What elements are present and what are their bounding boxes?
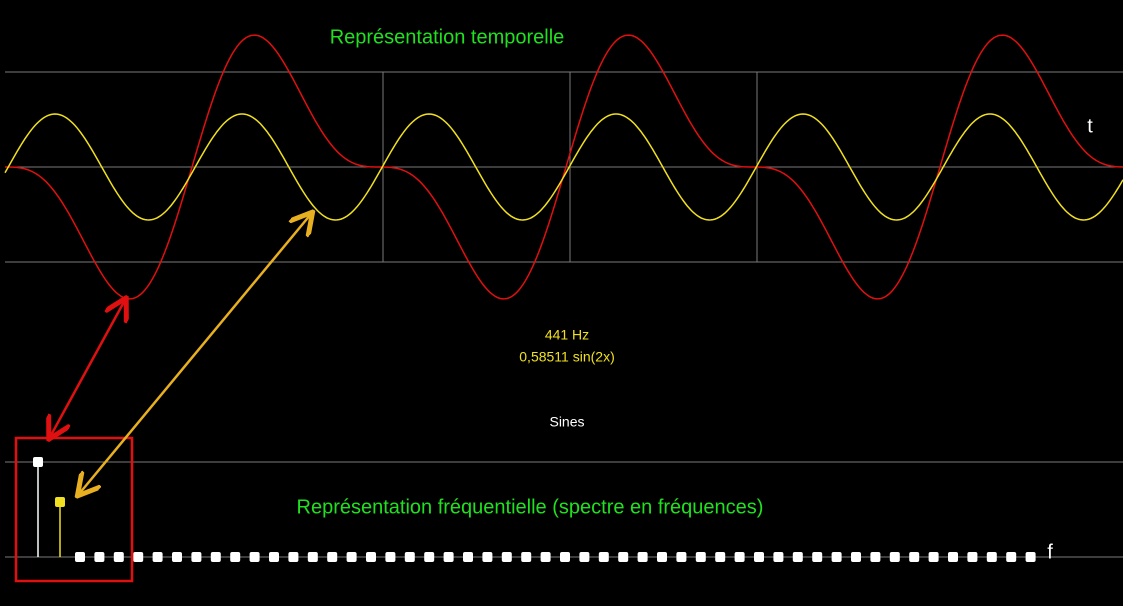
spectrum-dot (346, 552, 357, 562)
spectrum-dot (909, 552, 920, 562)
spectrum-dot (230, 552, 241, 562)
spectrum-dot (540, 552, 551, 562)
frequency-title: Représentation fréquentielle (spectre en… (297, 496, 764, 518)
spectrum-dot (385, 552, 396, 562)
spectrum-dot (618, 552, 629, 562)
white-stem-dot (33, 457, 43, 467)
spectrum-dot (889, 552, 900, 562)
spectrum-dot (715, 552, 726, 562)
spectrum-dot (327, 552, 338, 562)
spectrum-dot (75, 552, 85, 562)
spectrum-dot (269, 552, 279, 562)
spectrum-dot (792, 552, 803, 562)
spectrum-dot (948, 552, 958, 562)
spectrum-dot (870, 552, 881, 562)
spectrum-dot (288, 552, 299, 562)
spectrum-dot (560, 552, 570, 562)
spectrum-dots (75, 552, 1036, 562)
time-title: Représentation temporelle (330, 26, 565, 48)
spectrum-dot (676, 552, 687, 562)
spectrum-dot (928, 552, 939, 562)
yellow-arrow (79, 214, 311, 494)
spectrum-dot (210, 552, 221, 562)
spectrum-dot (94, 552, 105, 562)
spectrum-dot (637, 552, 648, 562)
spectrum-dot (598, 552, 609, 562)
spectrum-dot (249, 552, 260, 562)
spectrum-dot (482, 552, 493, 562)
spectrum-dot (521, 552, 532, 562)
spectrum-dot (579, 552, 590, 562)
spectrum-dot (851, 552, 861, 562)
spectrum-dot (1006, 552, 1017, 562)
spectrum-dot (152, 552, 163, 562)
spectrum-dot (657, 552, 667, 562)
spectrum-dot (191, 552, 202, 562)
spectrum-dot (307, 552, 318, 562)
spectrum-dot (366, 552, 376, 562)
spectrum-dot (133, 552, 144, 562)
yellow-wave (4, 113, 1123, 221)
spectrum-dot (404, 552, 415, 562)
spectrum-dot (754, 552, 764, 562)
spectrum-dot (424, 552, 435, 562)
mode-label: Sines (549, 414, 584, 430)
spectrum-dot (831, 552, 842, 562)
formula-label: 0,58511 sin(2x) (519, 349, 614, 365)
spectrum-dot (967, 552, 978, 562)
frequency-label: 441 Hz (545, 327, 589, 343)
spectrum-dot (1025, 552, 1036, 562)
spectrum-dot (501, 552, 512, 562)
spectrum-dot (463, 552, 473, 562)
spectrum-dot (986, 552, 997, 562)
spectrum-dot (812, 552, 823, 562)
time-axis-label: t (1087, 115, 1093, 137)
spectrum-dot (172, 552, 182, 562)
spectrum-dot (443, 552, 454, 562)
spectrum-dot (695, 552, 706, 562)
yellow-stem-dot (55, 497, 65, 507)
spectrum-dot (773, 552, 784, 562)
spectrum-dot (113, 552, 124, 562)
spectrum-dot (734, 552, 745, 562)
frequency-axis-label: f (1047, 541, 1053, 563)
